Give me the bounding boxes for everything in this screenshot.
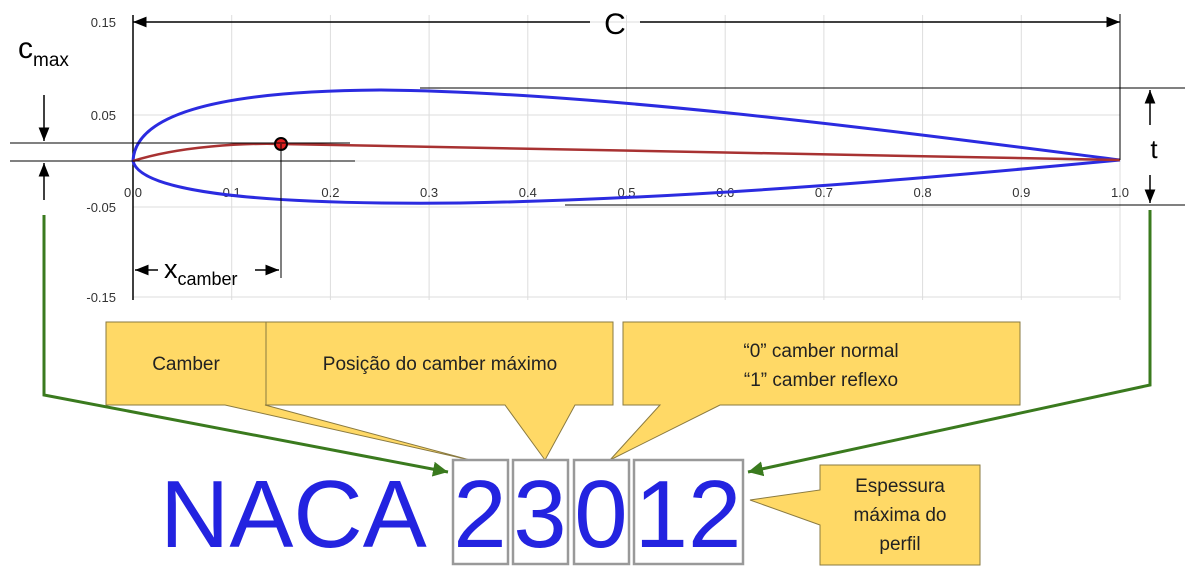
digit-boxes	[451, 458, 745, 566]
ticks: 0.0 0.1 0.2 0.3 0.4 0.5 0.6 0.7 0.8 0.9 1.00.150.0…	[86, 15, 1129, 305]
callout-position-text: Posição do camber máximo	[323, 354, 557, 375]
naca-digit: 12	[635, 461, 742, 568]
green-connector	[747, 210, 1152, 477]
naca-digit: 3	[513, 461, 566, 568]
callout-thickness	[749, 464, 981, 566]
y-tick-label: 0.05	[91, 108, 116, 123]
thickness-label: t	[1150, 134, 1158, 164]
x-tick-label: 0.9	[1012, 185, 1030, 200]
y-tick-label: -0.15	[86, 290, 116, 305]
y-tick-label: -0.05	[86, 200, 116, 215]
callout-reflex-text: “1” camber reflexo	[744, 370, 898, 391]
digit-box	[572, 458, 631, 566]
cmax-base: c	[18, 32, 33, 65]
digit-box	[632, 458, 745, 566]
x-tick-label: 0.1	[223, 185, 241, 200]
callout-position	[265, 321, 614, 461]
xcamber-label: xcamber	[164, 254, 238, 289]
callout-camber-text: Camber	[152, 354, 220, 375]
digit-box	[511, 458, 570, 566]
x-tick-label: 0.8	[914, 185, 932, 200]
xcamber-base: x	[164, 254, 178, 284]
x-tick-label: 0.7	[815, 185, 833, 200]
callout-reflex-text: “0” camber normal	[743, 341, 898, 362]
callouts	[105, 321, 1021, 566]
x-tick-label: 1.0	[1111, 185, 1129, 200]
naca-digit: 0	[574, 461, 627, 568]
digit-box	[451, 458, 510, 566]
designation: NACA 2 3 0 12	[160, 461, 741, 568]
callout-thickness-text: máxima do	[854, 505, 947, 526]
x-tick-label: 0.4	[519, 185, 537, 200]
upper-surface	[131, 88, 1121, 162]
lower-surface	[131, 158, 1121, 205]
naca-prefix: NACA	[160, 461, 427, 568]
callout-thickness-text: perfil	[879, 534, 920, 555]
x-tick-label: 0.2	[321, 185, 339, 200]
chord-label: C	[604, 8, 626, 41]
callout-reflex	[609, 321, 1021, 461]
x-tick-label: 0.3	[420, 185, 438, 200]
naca-digit: 2	[453, 461, 506, 568]
xcamber-sub: camber	[178, 269, 238, 289]
green-connector	[42, 215, 449, 477]
cmax-sub: max	[33, 50, 69, 71]
cmax-label: cmax	[18, 32, 69, 71]
callout-thickness-text: Espessura	[855, 476, 945, 497]
y-tick-label: 0.15	[91, 15, 116, 30]
